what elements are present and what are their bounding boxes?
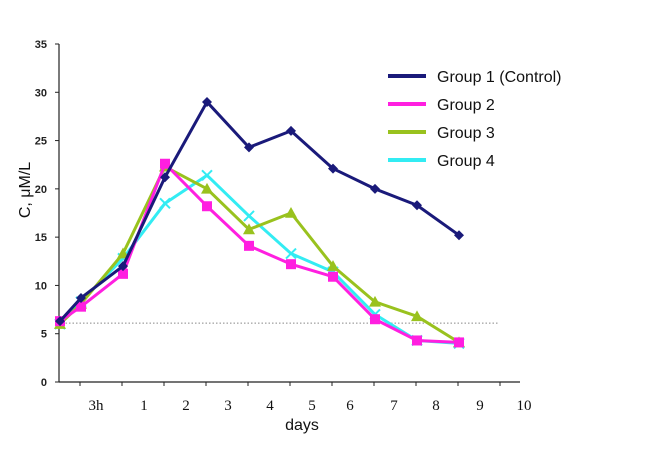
y-tick-label: 5 [41, 329, 47, 341]
y-tick-label: 10 [35, 280, 47, 292]
y-tick-label: 30 [35, 87, 47, 99]
data-point-group-4 [201, 169, 213, 182]
y-tick-label: 20 [35, 184, 47, 196]
data-point-group-1 [244, 142, 254, 153]
data-point-group-2 [202, 201, 212, 212]
data-point-group-2 [454, 337, 464, 348]
x-tick-label: 1 [140, 398, 148, 414]
x-tick-label: 10 [517, 398, 532, 414]
x-tick-label: 6 [346, 398, 354, 414]
data-point-group-4 [159, 197, 171, 210]
data-point-group-2 [328, 271, 338, 282]
data-point-group-1 [160, 172, 170, 183]
x-tick-label: 3h [89, 398, 105, 414]
y-axis-title: C, μM/L [17, 162, 34, 218]
y-tick-label: 25 [35, 136, 47, 148]
data-point-group-1 [202, 96, 212, 107]
data-point-group-2 [412, 335, 422, 346]
x-tick-label: 2 [182, 398, 190, 414]
data-point-group-3 [369, 295, 381, 307]
data-point-group-3 [243, 223, 255, 235]
data-point-group-1 [55, 316, 65, 327]
x-tick-label: 8 [432, 398, 440, 414]
x-tick-label: 7 [390, 398, 398, 414]
data-point-group-4 [285, 247, 297, 260]
legend-label-group-2: Group 2 [437, 97, 495, 114]
data-point-group-3 [201, 182, 213, 194]
x-tick-label: 4 [266, 398, 274, 414]
data-point-group-2 [76, 301, 86, 312]
data-point-group-1 [370, 183, 380, 194]
data-point-group-1 [286, 125, 296, 136]
data-point-group-1 [412, 200, 422, 211]
x-tick-label: 5 [308, 398, 316, 414]
data-point-group-2 [286, 259, 296, 270]
legend-label-group-1: Group 1 (Control) [437, 69, 562, 86]
data-point-group-2 [118, 268, 128, 279]
data-point-group-2 [244, 240, 254, 251]
x-tick-label: 9 [476, 398, 484, 414]
data-point-group-3 [411, 310, 423, 322]
series-line-group-1 [58, 100, 460, 323]
x-axis-title: days [285, 417, 319, 434]
legend-label-group-3: Group 3 [437, 125, 495, 142]
data-point-group-3 [327, 260, 339, 271]
data-point-group-2 [160, 158, 170, 169]
data-point-group-1 [118, 261, 128, 272]
data-point-group-3 [117, 247, 129, 259]
data-point-group-4 [243, 210, 255, 222]
data-point-group-2 [370, 314, 380, 325]
y-tick-label: 15 [35, 232, 47, 244]
data-point-group-3 [285, 207, 297, 218]
x-tick-label: 3 [224, 398, 232, 414]
data-point-group-1 [76, 292, 86, 303]
y-tick-label: 0 [41, 377, 47, 389]
y-tick-label: 35 [35, 39, 47, 51]
data-point-group-1 [454, 230, 464, 241]
series-line-group-2 [59, 162, 460, 344]
data-point-group-1 [328, 163, 338, 174]
legend-label-group-4: Group 4 [437, 153, 495, 170]
